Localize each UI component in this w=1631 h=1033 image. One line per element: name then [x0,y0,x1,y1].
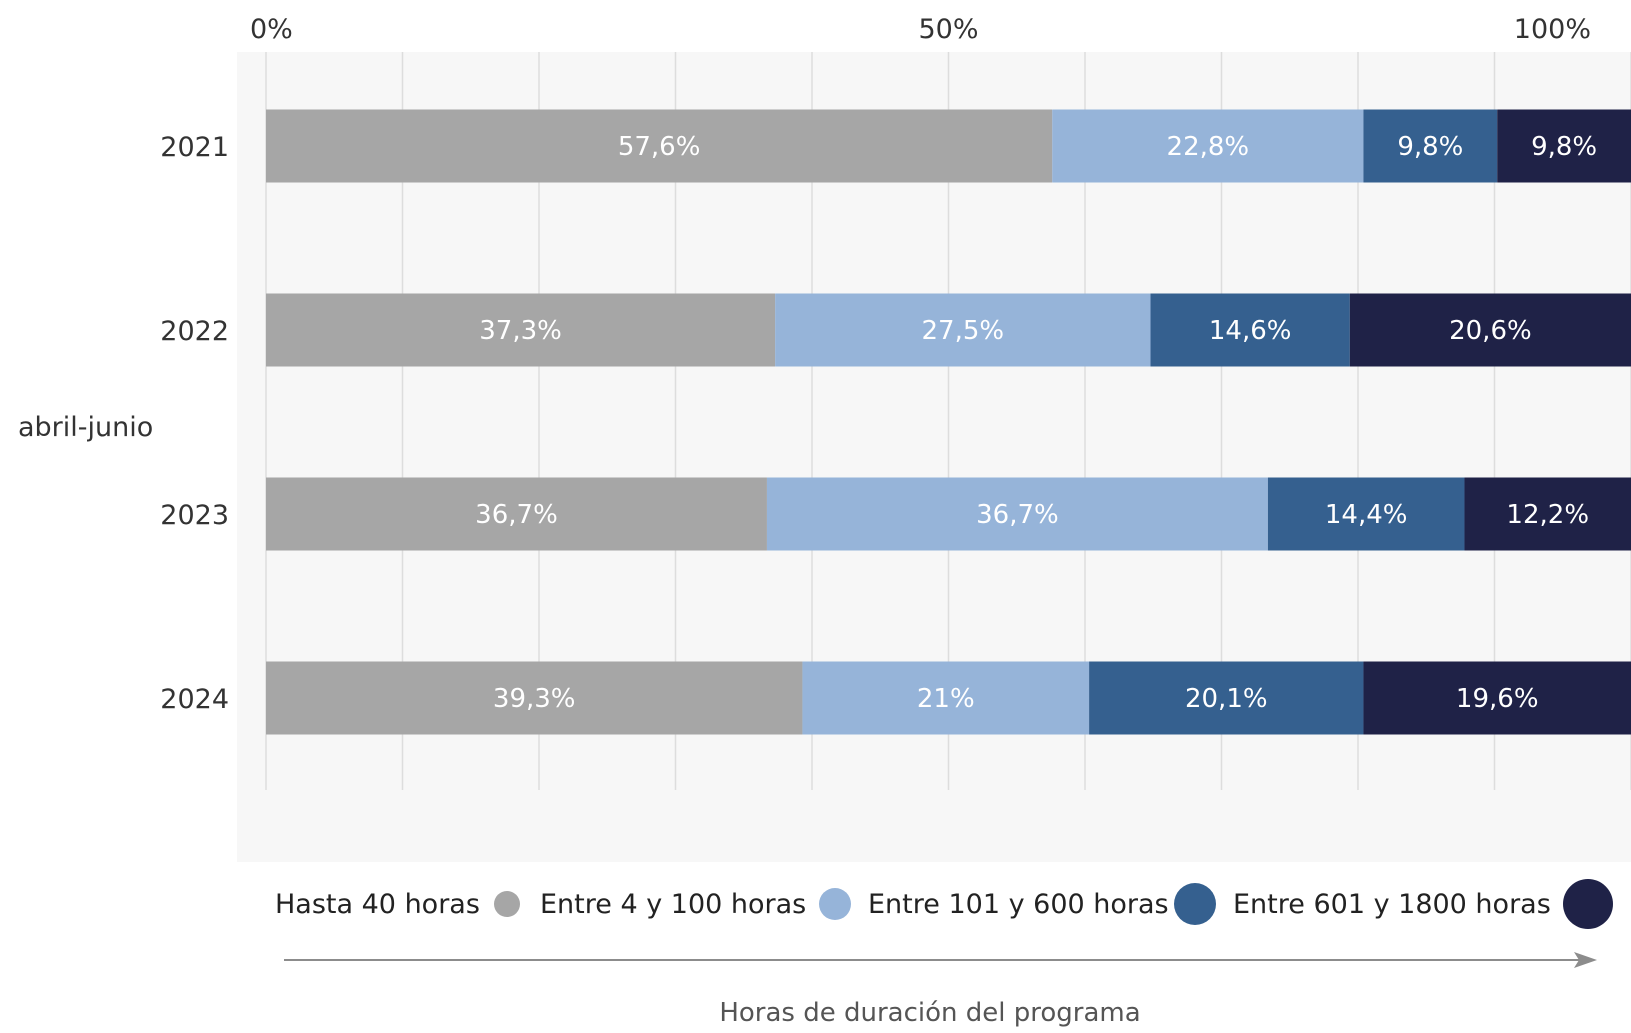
x-tick-label: 100% [1514,14,1591,45]
legend-label: Entre 601 y 1800 horas [1233,889,1551,920]
bar-segment [266,661,803,735]
y-category-label: 2024 [160,684,229,715]
legend-swatch [819,888,851,920]
data-label: 22,8% [1167,132,1250,162]
bar-segment [1150,293,1350,367]
bar-segment [266,109,1053,183]
data-label: 20,1% [1185,684,1268,714]
data-label: 36,7% [976,500,1059,530]
data-label: 21% [917,684,975,714]
bar-segment [1089,661,1364,735]
bar-segment [1363,109,1498,183]
bar-segment [1349,293,1631,367]
y-category-label: 2023 [160,500,229,531]
bar-segment [1267,477,1465,551]
legend: Hasta 40 horas Entre 4 y 100 horas Entre 1… [275,879,1613,929]
data-label: 9,8% [1397,132,1463,162]
bar-segment [766,477,1268,551]
legend-swatch [1174,883,1216,925]
x-tick-label: 0% [250,14,293,45]
bar-segment [266,293,776,367]
legend-label: Entre 4 y 100 horas [540,889,806,920]
data-label: 12,2% [1506,500,1589,530]
bar-segment [802,661,1090,735]
y-axis-group-label: abril-junio [18,412,153,443]
data-label: 19,6% [1456,684,1539,714]
bar-segment [266,477,767,551]
data-label: 39,3% [493,684,576,714]
x-axis-arrow [284,952,1597,968]
data-label: 14,4% [1325,500,1408,530]
data-label: 20,6% [1449,316,1532,346]
bar-segment [1464,477,1631,551]
bar-segment [1052,109,1364,183]
x-axis-ticks: 0% 50% 100% [250,14,1591,45]
bar-segment [1497,109,1631,183]
x-tick-label: 50% [918,14,978,45]
data-label: 14,6% [1209,316,1292,346]
data-label: 37,3% [479,316,562,346]
data-label: 9,8% [1531,132,1597,162]
y-category-label: 2022 [160,316,229,347]
legend-label: Hasta 40 horas [275,889,480,920]
bars: 57,6% 22,8% 9,8% 9,8% 37,3% 27,5% 14,6% 20,6% 36… [266,109,1631,735]
data-label: 27,5% [922,316,1005,346]
y-axis-categories: 2021 2022 2023 2024 [160,132,229,715]
legend-swatch [494,891,520,917]
x-axis-label: Horas de duración del programa [719,998,1140,1028]
legend-swatch [1563,879,1613,929]
data-label: 36,7% [475,500,558,530]
bar-segment [775,293,1151,367]
y-category-label: 2021 [160,132,229,163]
bar-segment [1363,661,1631,735]
legend-label: Entre 101 y 600 horas [868,889,1169,920]
data-label: 57,6% [618,132,701,162]
